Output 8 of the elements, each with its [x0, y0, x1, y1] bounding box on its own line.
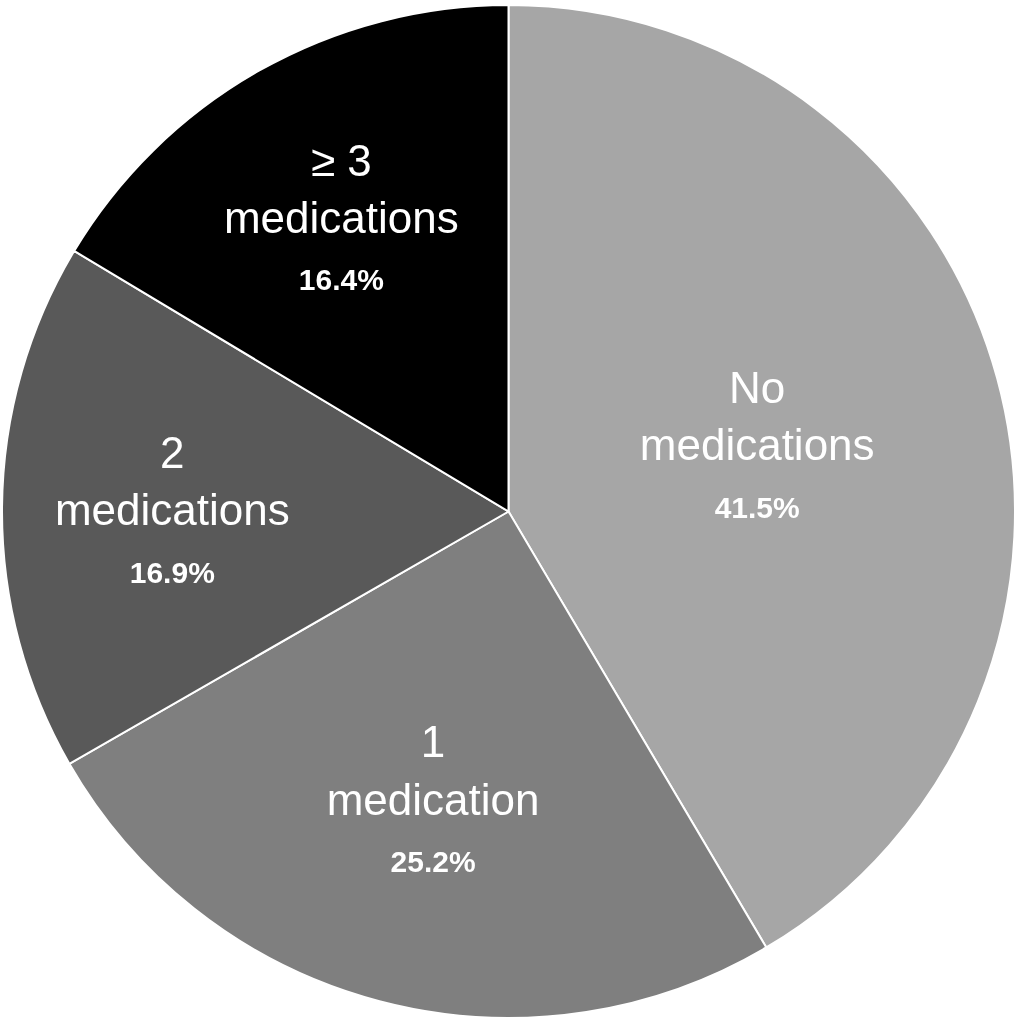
data-label: 25.2%: [390, 844, 476, 878]
slice-label: 1 medication: [326, 717, 540, 824]
slice-label: ≥ 3 medications: [223, 136, 459, 243]
data-label: 41.5%: [714, 490, 800, 524]
data-label: 16.4%: [298, 263, 384, 297]
slice-label: No medications: [639, 363, 875, 470]
data-label: 16.9%: [129, 555, 215, 589]
slice-label: 2 medications: [54, 428, 290, 535]
